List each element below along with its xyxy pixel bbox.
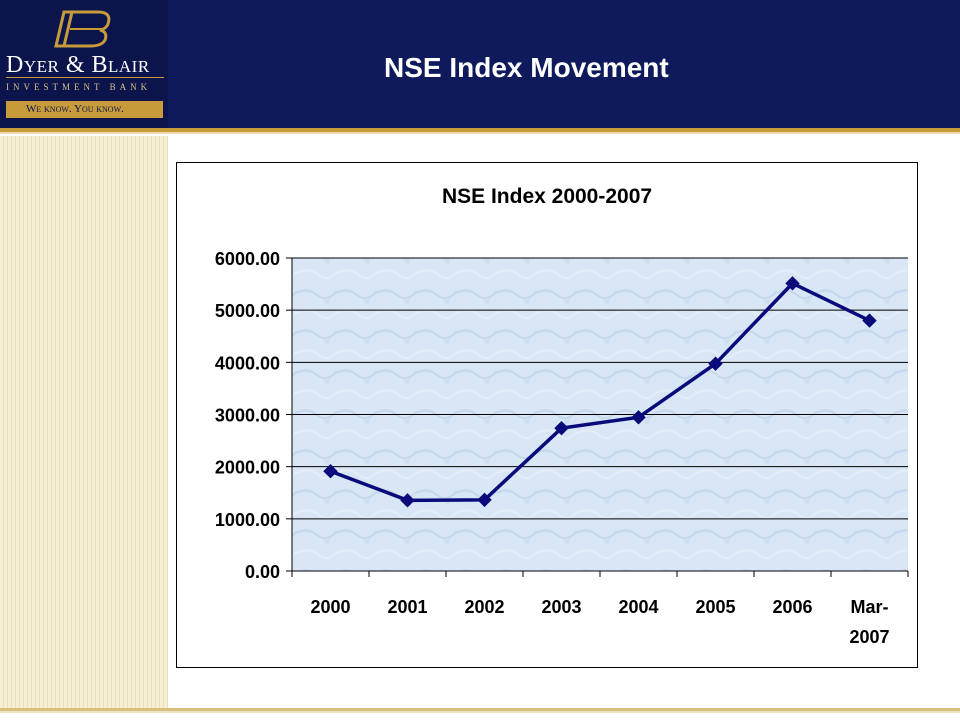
- logo-monogram-icon: [54, 10, 111, 48]
- chart-container: NSE Index 2000-2007 0.00 1000.00 2000.00 30…: [176, 162, 918, 668]
- header-divider-light: [0, 132, 960, 134]
- data-point-marker: [631, 410, 646, 425]
- y-tick-label: 5000.00: [215, 301, 280, 321]
- slide-title: NSE Index Movement: [384, 52, 669, 83]
- y-tick-label: 6000.00: [215, 249, 280, 269]
- data-point-marker: [400, 493, 415, 508]
- x-tick-label: 2003: [541, 597, 581, 617]
- company-logo: Dyer & Blair INVESTMENT BANK We know. Yo…: [0, 0, 168, 128]
- x-tick-label: 2006: [772, 597, 812, 617]
- line-chart: NSE Index 2000-2007 0.00 1000.00 2000.00 30…: [215, 185, 909, 647]
- x-tick-label: 2007: [849, 627, 889, 647]
- logo-divider: [6, 77, 164, 78]
- y-tick-label: 1000.00: [215, 510, 280, 530]
- y-tick-label: 2000.00: [215, 458, 280, 478]
- x-tick-label: 2004: [618, 597, 658, 617]
- y-tick-label: 3000.00: [215, 406, 280, 426]
- logo-name: Dyer & Blair: [6, 52, 150, 78]
- decorative-stripes: [0, 136, 168, 708]
- x-tick-label: 2005: [695, 597, 735, 617]
- series-line: [329, 281, 871, 503]
- x-tick-label: 2002: [464, 597, 504, 617]
- x-tick-label: Mar-: [850, 597, 888, 617]
- x-tick-label: 2000: [310, 597, 350, 617]
- x-tick-label: 2001: [387, 597, 427, 617]
- footer-divider: [0, 708, 960, 711]
- y-tick-label: 0.00: [245, 562, 280, 582]
- footer-divider-light: [0, 711, 960, 713]
- data-point-marker: [785, 276, 800, 291]
- data-point-marker: [323, 463, 338, 479]
- data-point-marker: [554, 420, 569, 436]
- data-point-marker: [862, 313, 877, 328]
- logo-subtitle: INVESTMENT BANK: [6, 82, 152, 92]
- data-point-marker: [477, 492, 492, 508]
- logo-tagline: We know. You know.: [6, 101, 163, 118]
- header-divider: [0, 128, 960, 132]
- data-point-marker: [708, 356, 723, 371]
- chart-title: NSE Index 2000-2007: [442, 185, 652, 208]
- y-tick-label: 4000.00: [215, 353, 280, 373]
